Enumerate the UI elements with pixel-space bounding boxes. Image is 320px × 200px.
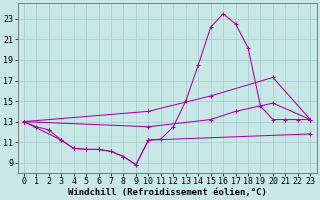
X-axis label: Windchill (Refroidissement éolien,°C): Windchill (Refroidissement éolien,°C) [68,188,267,197]
